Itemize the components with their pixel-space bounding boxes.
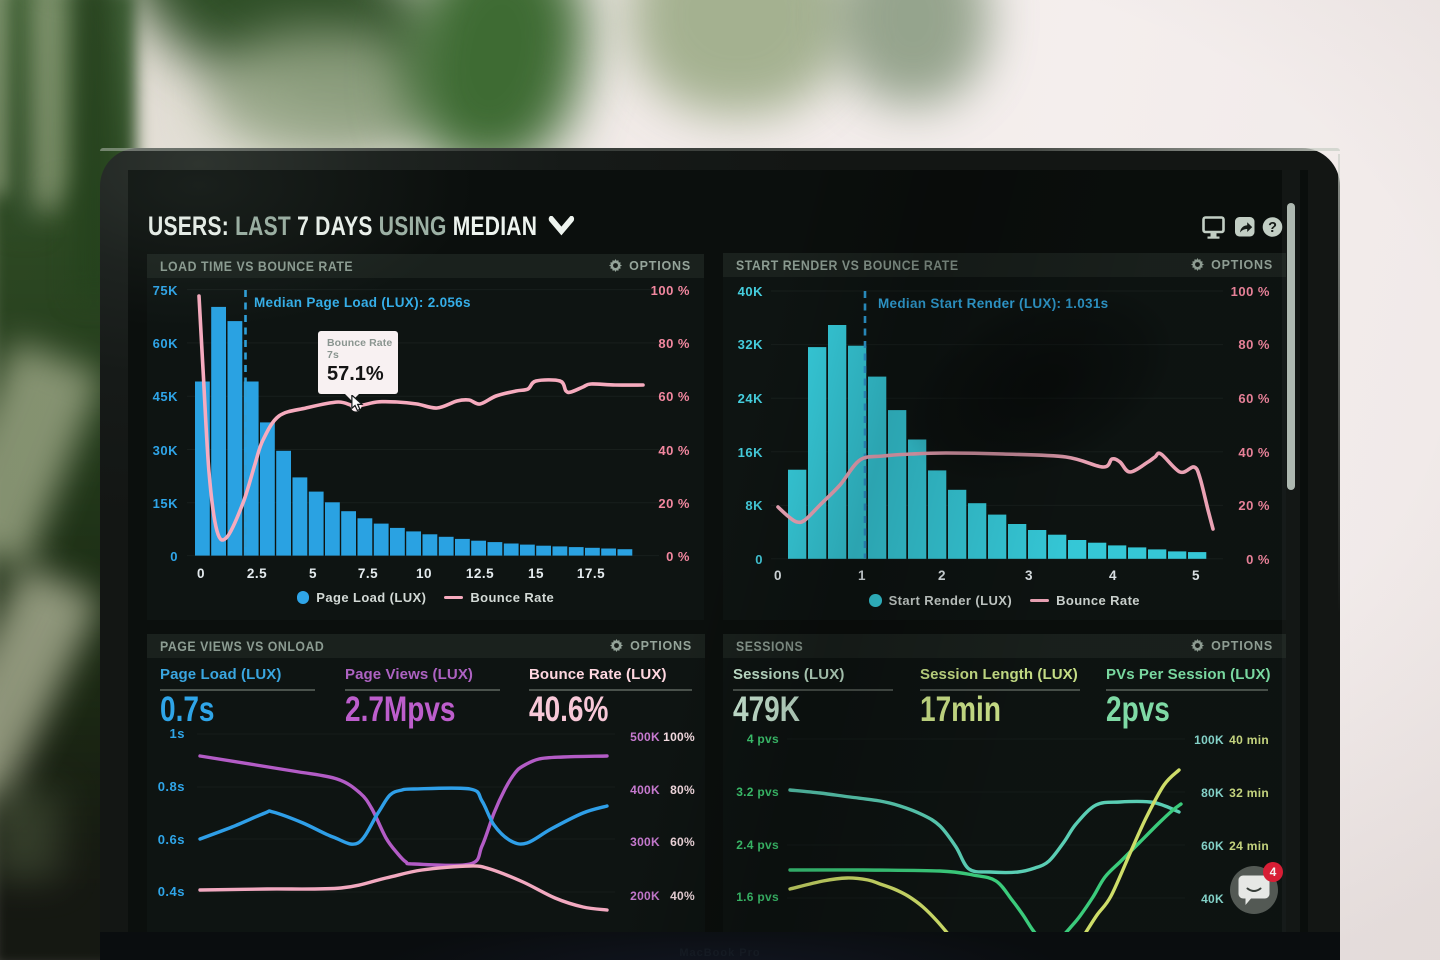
- svg-text:20 %: 20 %: [658, 496, 690, 511]
- svg-text:0: 0: [170, 549, 178, 564]
- svg-text:40 %: 40 %: [658, 443, 690, 458]
- svg-text:60 %: 60 %: [1238, 391, 1270, 406]
- svg-text:15K: 15K: [153, 496, 178, 511]
- svg-text:3.2 pvs: 3.2 pvs: [736, 785, 779, 799]
- svg-text:0: 0: [755, 552, 763, 567]
- svg-text:24 min: 24 min: [1229, 839, 1269, 853]
- svg-text:12.5: 12.5: [466, 566, 494, 581]
- svg-text:4 pvs: 4 pvs: [747, 732, 779, 746]
- svg-text:32K: 32K: [738, 337, 763, 352]
- svg-text:40K: 40K: [738, 284, 763, 299]
- svg-text:10: 10: [416, 566, 432, 581]
- svg-text:100 %: 100 %: [1231, 284, 1270, 299]
- svg-text:0 %: 0 %: [666, 549, 690, 564]
- svg-text:60K: 60K: [1201, 839, 1224, 853]
- svg-text:20 %: 20 %: [1238, 498, 1270, 513]
- svg-text:7.5: 7.5: [358, 566, 378, 581]
- svg-text:2.4 pvs: 2.4 pvs: [736, 838, 779, 852]
- svg-text:4: 4: [1109, 568, 1117, 583]
- svg-text:40 min: 40 min: [1229, 733, 1269, 747]
- svg-text:Median Page Load (LUX): 2.056s: Median Page Load (LUX): 2.056s: [254, 295, 471, 310]
- svg-text:1.6 pvs: 1.6 pvs: [736, 890, 779, 904]
- svg-text:0.6s: 0.6s: [158, 832, 185, 847]
- svg-text:30K: 30K: [153, 443, 178, 458]
- svg-text:75K: 75K: [153, 283, 178, 298]
- svg-text:200K: 200K: [630, 889, 660, 903]
- svg-text:15: 15: [528, 566, 544, 581]
- svg-text:300K: 300K: [630, 835, 660, 849]
- svg-text:1: 1: [858, 568, 866, 583]
- svg-text:Median Start Render (LUX): 1.0: Median Start Render (LUX): 1.031s: [878, 296, 1108, 311]
- svg-text:0.8s: 0.8s: [158, 779, 185, 794]
- svg-text:?: ?: [1268, 220, 1277, 236]
- svg-text:16K: 16K: [738, 445, 763, 460]
- svg-text:80 %: 80 %: [1238, 337, 1270, 352]
- svg-text:3: 3: [1025, 568, 1033, 583]
- svg-text:24K: 24K: [738, 391, 763, 406]
- svg-text:80 %: 80 %: [658, 336, 690, 351]
- svg-text:32 min: 32 min: [1229, 786, 1269, 800]
- svg-text:80K: 80K: [1201, 786, 1224, 800]
- svg-text:0: 0: [197, 566, 205, 581]
- svg-text:500K: 500K: [630, 730, 660, 744]
- svg-text:1s: 1s: [170, 726, 185, 741]
- svg-text:400K: 400K: [630, 783, 660, 797]
- svg-text:5: 5: [1192, 568, 1200, 583]
- svg-text:100K: 100K: [1194, 733, 1224, 747]
- svg-text:60 %: 60 %: [658, 389, 690, 404]
- svg-text:0 %: 0 %: [1246, 552, 1270, 567]
- svg-text:45K: 45K: [153, 389, 178, 404]
- svg-text:5: 5: [309, 566, 317, 581]
- svg-text:60%: 60%: [670, 835, 695, 849]
- svg-text:2: 2: [938, 568, 946, 583]
- svg-text:0.4s: 0.4s: [158, 884, 185, 899]
- svg-text:60K: 60K: [153, 336, 178, 351]
- svg-text:100%: 100%: [663, 730, 695, 744]
- svg-text:2.5: 2.5: [247, 566, 267, 581]
- svg-text:40 %: 40 %: [1238, 445, 1270, 460]
- svg-text:100 %: 100 %: [651, 283, 690, 298]
- svg-text:80%: 80%: [670, 783, 695, 797]
- svg-text:8K: 8K: [745, 498, 763, 513]
- svg-text:0: 0: [774, 568, 782, 583]
- svg-text:40K: 40K: [1201, 892, 1224, 906]
- svg-text:40%: 40%: [670, 889, 695, 903]
- svg-text:17.5: 17.5: [577, 566, 605, 581]
